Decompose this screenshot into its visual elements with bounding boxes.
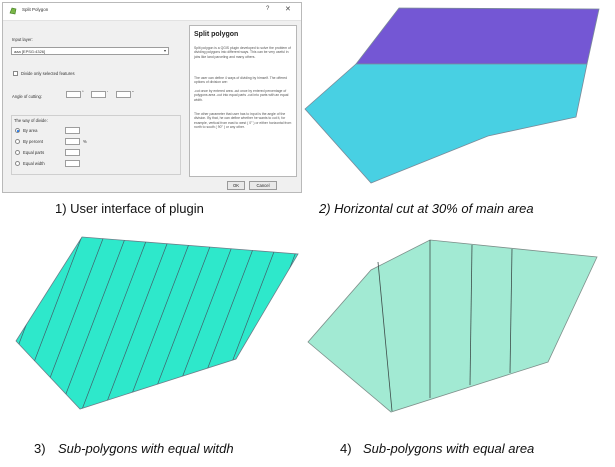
polygon-equal-width	[15, 236, 299, 410]
split-polygon-dialog: Split Polygon ? ✕ Input layer: aaa [EPSG…	[2, 2, 302, 193]
angle-label: Angle of cutting:	[12, 94, 43, 99]
parts-input[interactable]	[65, 149, 80, 156]
radio-equal-width-label: Equal width	[23, 161, 45, 166]
plugin-icon	[9, 7, 17, 15]
divide-selected-checkbox[interactable]	[13, 71, 18, 76]
input-layer-select[interactable]: aaa [EPSG:4326] ▾	[11, 47, 169, 55]
percent-unit: %	[83, 139, 87, 144]
polygon-horizontal-cut	[304, 7, 600, 184]
equal-width-polygon	[15, 236, 299, 410]
input-layer-value: aaa [EPSG:4326]	[14, 49, 46, 54]
way-label: The way of divide:	[14, 118, 48, 123]
help-title: Split polygon	[194, 31, 239, 38]
caption-4-number: 4)	[340, 441, 352, 456]
caption-3-number: 3)	[34, 441, 46, 456]
help-paragraph: Split polygon is a QGIS plugin developed…	[194, 46, 291, 59]
help-paragraph: -cut once by entered area -cut once by e…	[194, 89, 289, 102]
radio-by-area-label: By area	[23, 128, 38, 133]
percent-input[interactable]	[65, 138, 80, 145]
caption-4: Sub-polygons with equal area	[363, 441, 535, 456]
help-button[interactable]: ?	[266, 6, 270, 12]
chevron-down-icon: ▾	[163, 48, 166, 53]
angle-minutes-input[interactable]	[91, 91, 106, 98]
bottom-70-percent-part	[304, 63, 588, 184]
radio-by-percent[interactable]	[15, 139, 20, 144]
input-layer-label: Input layer:	[12, 37, 33, 42]
equal-area-cut-lines	[377, 240, 513, 412]
divide-way-group	[11, 115, 181, 175]
equal-area-polygon	[307, 239, 598, 413]
second-mark: "	[132, 90, 134, 95]
dialog-titlebar: Split Polygon ? ✕	[3, 3, 301, 21]
radio-equal-parts-label: Equal parts	[23, 150, 45, 155]
close-button[interactable]: ✕	[285, 6, 291, 13]
help-paragraph: The user can define 4 ways of dividing b…	[194, 76, 287, 85]
radio-equal-parts[interactable]	[15, 150, 20, 155]
angle-seconds-input[interactable]	[116, 91, 131, 98]
divide-selected-label: Divide only selected features	[21, 71, 75, 76]
area-input[interactable]	[65, 127, 80, 134]
width-input[interactable]	[65, 160, 80, 167]
minute-mark: '	[107, 90, 108, 95]
cancel-button[interactable]: Cancel	[249, 181, 277, 190]
degree-mark: °	[82, 90, 84, 95]
polygon-equal-area	[307, 239, 598, 413]
dialog-title: Split Polygon	[22, 7, 49, 12]
top-30-percent-part	[355, 7, 600, 65]
help-paragraph: The other parameter that user has to inp…	[194, 112, 292, 129]
caption-1: 1) User interface of plugin	[55, 201, 204, 216]
radio-by-percent-label: By percent	[23, 139, 44, 144]
caption-2: 2) Horizontal cut at 30% of main area	[319, 201, 534, 216]
angle-degrees-input[interactable]	[66, 91, 81, 98]
caption-3: Sub-polygons with equal witdh	[58, 441, 234, 456]
radio-by-area[interactable]	[15, 128, 20, 133]
radio-equal-width[interactable]	[15, 161, 20, 166]
ok-button[interactable]: OK	[227, 181, 245, 190]
help-panel: Split polygon Split polygon is a QGIS pl…	[189, 25, 297, 177]
